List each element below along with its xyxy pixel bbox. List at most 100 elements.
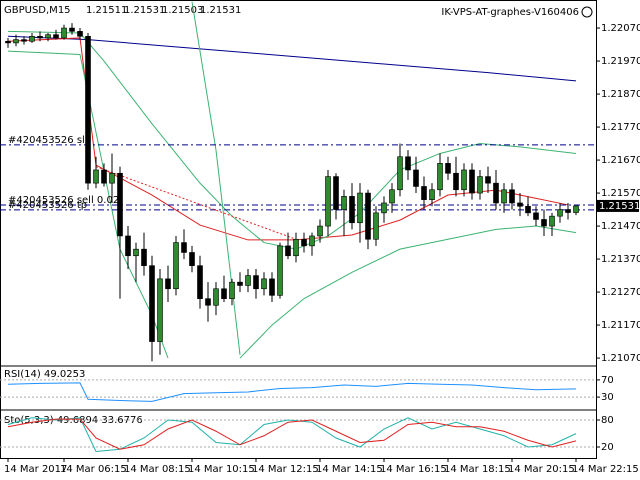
- candle-body: [13, 39, 19, 44]
- price-label-box: [597, 199, 639, 212]
- indicator-line: [7, 417, 577, 453]
- candle-body: [437, 163, 443, 191]
- ohlc-high: 1.21531: [124, 5, 165, 16]
- frame: [0, 0, 597, 459]
- candle-body: [549, 215, 555, 227]
- candle-body: [421, 186, 427, 200]
- candle-body: [557, 209, 563, 217]
- candle-body: [253, 275, 259, 290]
- candle-body: [525, 205, 531, 214]
- ohlc-low: 1.21503: [162, 5, 203, 16]
- candle-body: [477, 176, 483, 194]
- candle-body: [325, 176, 331, 227]
- trade-level-label: #420453526 sell 0.02: [8, 195, 119, 206]
- candle-body: [165, 278, 171, 290]
- candle-body: [61, 27, 67, 39]
- indicator-line: [7, 382, 577, 402]
- y-tick-label: 1.21770: [601, 122, 640, 133]
- y-tick-label: 1.21270: [601, 287, 640, 298]
- x-tick-label: 14 Mar 14:15: [316, 464, 383, 475]
- candle-body: [381, 202, 387, 214]
- candle-body: [405, 156, 411, 171]
- candle-body: [221, 288, 227, 299]
- candle-body: [149, 265, 155, 342]
- candle-body: [461, 169, 467, 191]
- candle-body: [397, 156, 403, 191]
- trade-line: [95, 166, 297, 240]
- chart-title: GBPUSD,M15: [4, 5, 71, 16]
- y-tick-label: 1.21570: [601, 188, 640, 199]
- candle-body: [101, 169, 107, 184]
- candle-body: [117, 172, 123, 237]
- candle-body: [189, 252, 195, 266]
- y-tick-label: 1.21970: [601, 56, 640, 67]
- y-tick-label: 1.22070: [601, 23, 640, 34]
- candle-body: [21, 39, 27, 42]
- candle-body: [269, 278, 275, 296]
- candle-body: [285, 245, 291, 257]
- candle-body: [485, 176, 491, 184]
- y-tick-label: 1.21670: [601, 155, 640, 166]
- candle-body: [69, 27, 75, 32]
- candle-body: [53, 34, 59, 39]
- candle-body: [373, 212, 379, 240]
- candle-body: [93, 169, 99, 184]
- panel-title: RSI(14) 49.0253: [4, 369, 85, 380]
- candle-body: [349, 196, 355, 224]
- candle-body: [237, 281, 243, 286]
- y-tick-label: 1.21070: [601, 353, 640, 364]
- candle-body: [181, 242, 187, 253]
- candle-body: [469, 169, 475, 194]
- candle-body: [413, 169, 419, 187]
- x-tick-label: 14 Mar 2017: [4, 464, 67, 475]
- candle-body: [517, 202, 523, 207]
- candle-body: [509, 189, 515, 204]
- candle-body: [157, 278, 163, 342]
- candle-body: [309, 235, 315, 247]
- candle-body: [261, 278, 267, 290]
- x-tick-label: 14 Mar 22:15: [572, 464, 639, 475]
- x-tick-label: 14 Mar 06:15: [60, 464, 127, 475]
- candle-body: [125, 235, 131, 257]
- candle-body: [429, 189, 435, 200]
- x-tick-label: 14 Mar 08:15: [124, 464, 191, 475]
- candle-body: [133, 248, 139, 257]
- trade-level-label: #420453526 tp: [8, 200, 87, 211]
- price-label: 1.21531: [599, 201, 640, 212]
- x-tick-label: 14 Mar 10:15: [188, 464, 255, 475]
- candle-body: [533, 212, 539, 220]
- candle-body: [5, 40, 11, 44]
- candle-body: [445, 163, 451, 174]
- candle-body: [317, 225, 323, 237]
- candle-body: [453, 172, 459, 191]
- candle-body: [45, 34, 51, 39]
- candle-body: [357, 192, 363, 224]
- watermark: IK-VPS-AT-graphes-V160406: [441, 7, 579, 18]
- candle-body: [333, 176, 339, 210]
- y-tick-label: 1.21870: [601, 89, 640, 100]
- candle-body: [205, 298, 211, 306]
- candle-body: [77, 31, 83, 37]
- candle-body: [245, 275, 251, 286]
- candle-body: [301, 238, 307, 247]
- ohlc-close: 1.21531: [200, 5, 241, 16]
- candle-body: [85, 36, 91, 184]
- x-tick-label: 14 Mar 20:15: [508, 464, 575, 475]
- candle-body: [493, 182, 499, 204]
- indicator-line: [7, 35, 577, 82]
- smiley-icon: [581, 6, 593, 18]
- candle-body: [141, 248, 147, 266]
- candle-body: [541, 219, 547, 227]
- candle-body: [213, 288, 219, 306]
- candle-body: [229, 281, 235, 299]
- candle-body: [197, 265, 203, 299]
- y-tick-label: 1.21370: [601, 254, 640, 265]
- candle-body: [573, 205, 579, 213]
- candle-body: [29, 36, 35, 42]
- x-tick-label: 14 Mar 12:15: [252, 464, 319, 475]
- x-tick-label: 14 Mar 18:15: [444, 464, 511, 475]
- y-tick-label: 20: [601, 442, 614, 453]
- ohlc-open: 1.21511: [86, 5, 127, 16]
- candle-body: [173, 242, 179, 290]
